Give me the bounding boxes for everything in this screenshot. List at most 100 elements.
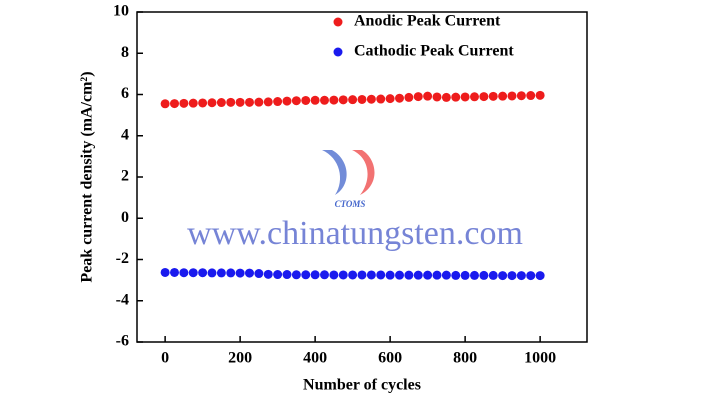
y-tick-label: 0 [121,209,129,226]
data-point [385,94,395,104]
data-point [188,268,198,278]
logo [322,150,375,195]
data-point [273,97,283,107]
data-point [263,97,273,107]
x-tick-label: 200 [228,350,252,367]
data-point [516,271,526,281]
data-point [357,270,367,280]
y-tick-label: 6 [121,85,129,102]
data-point [404,270,414,280]
legend-label: Cathodic Peak Current [354,43,514,60]
data-point [179,268,189,278]
data-point [395,93,404,103]
data-point [516,91,526,101]
data-point [170,267,179,277]
data-point [160,267,170,277]
data-point [441,270,451,280]
data-point [301,270,311,280]
data-point [235,268,245,278]
data-point [507,91,517,101]
x-tick-label: 0 [161,350,169,367]
data-point [441,92,451,102]
data-point [329,270,339,280]
data-point [226,97,236,107]
data-point [254,97,264,107]
x-tick-label: 1000 [524,350,556,367]
data-point [498,271,508,281]
x-tick-label: 600 [378,350,402,367]
data-point [263,269,273,279]
data-point [470,92,479,102]
data-point [273,270,283,280]
data-point [488,91,498,101]
data-point [376,94,386,104]
y-tick-label: 2 [121,168,129,185]
legend-marker [333,47,343,57]
watermark: www.chinatungsten.com [187,215,523,252]
data-point [320,270,329,280]
data-point [404,92,414,102]
y-tick-label: -4 [116,291,129,308]
y-tick-label: 10 [113,3,129,20]
data-point [376,270,386,280]
data-point [216,268,226,278]
data-point [507,271,517,281]
x-axis-label: Number of cycles [303,377,421,394]
legend-label: Anodic Peak Current [354,13,501,30]
data-point [460,92,470,102]
data-point [235,97,245,107]
data-point [310,95,320,105]
data-point [451,270,461,280]
watermark-logo: CTOMS [335,199,366,209]
x-tick-label: 800 [453,350,477,367]
data-point [413,92,423,102]
data-point [282,270,292,280]
data-point [413,270,423,280]
data-point [338,270,348,280]
data-point [291,270,301,280]
y-tick-label: -2 [116,250,129,267]
data-point [179,98,189,108]
data-point [160,99,170,109]
data-point [488,270,498,280]
data-point [479,270,489,280]
data-point [498,91,508,101]
y-tick-label: 8 [121,44,129,61]
data-point [207,268,217,278]
data-point [535,90,545,100]
data-point [366,94,376,104]
data-point [432,92,442,102]
data-point [526,91,536,101]
data-point [423,270,433,280]
data-point [526,271,536,281]
legend-marker [333,17,343,27]
data-point [470,270,479,280]
data-point [357,94,367,104]
data-point [451,92,461,102]
y-tick-label: 4 [121,126,129,143]
data-point [432,270,442,280]
data-point [198,268,208,278]
y-tick-label: -6 [116,333,129,350]
data-point [245,268,254,278]
data-point [348,270,358,280]
data-point [282,96,292,106]
data-point [395,270,404,280]
data-point [479,92,489,102]
data-point [535,271,545,281]
y-axis-label: Peak current density (mA/cm²) [79,71,96,282]
data-point [254,269,264,279]
data-point [329,95,339,105]
data-point [460,270,470,280]
data-point [291,96,301,106]
data-point [216,98,226,108]
data-point [310,270,320,280]
data-point [320,95,329,105]
data-point [385,270,395,280]
data-point [423,91,433,101]
data-point [348,95,358,105]
data-point [245,97,254,107]
data-point [301,95,311,105]
